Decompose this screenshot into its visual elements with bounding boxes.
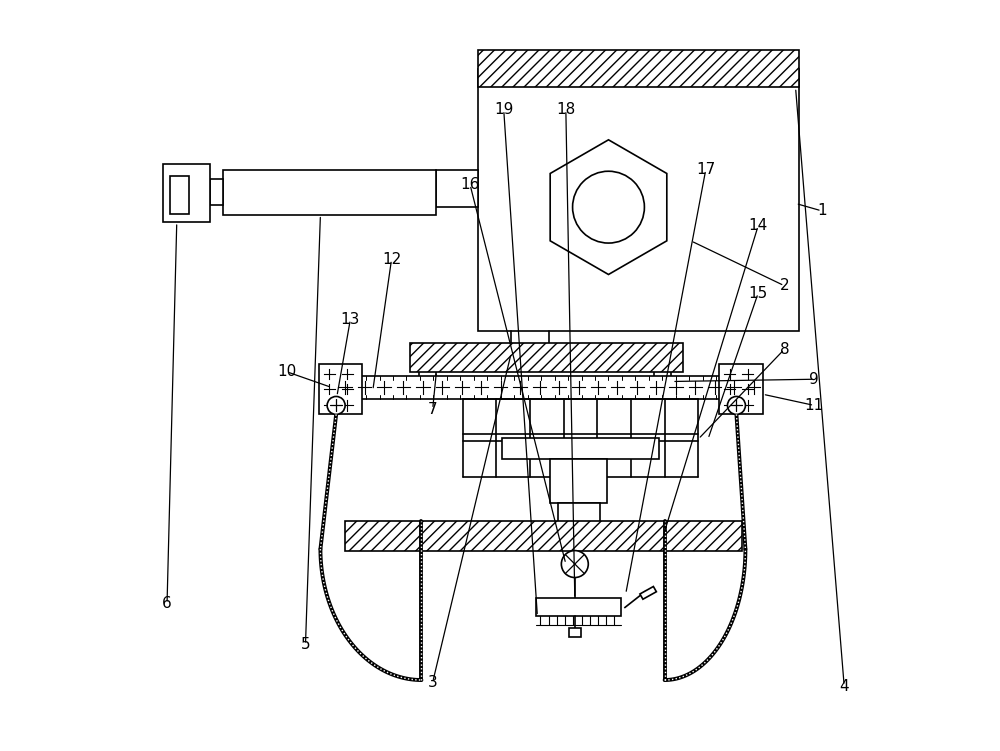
Text: 17: 17 <box>696 162 715 177</box>
Bar <box>436 170 478 207</box>
Bar <box>319 363 362 415</box>
Text: 8: 8 <box>780 342 789 357</box>
Text: 4: 4 <box>839 678 849 693</box>
Text: 7: 7 <box>428 402 437 417</box>
Bar <box>345 521 742 551</box>
Text: 1: 1 <box>817 204 827 219</box>
Bar <box>478 50 799 87</box>
Bar <box>558 502 600 530</box>
Bar <box>210 179 223 205</box>
Bar <box>478 69 799 330</box>
Polygon shape <box>640 587 656 599</box>
Circle shape <box>727 397 745 415</box>
Text: 13: 13 <box>341 312 360 327</box>
Bar <box>502 439 659 460</box>
Text: 18: 18 <box>556 102 575 117</box>
Bar <box>569 629 581 638</box>
Text: 9: 9 <box>809 372 819 387</box>
Text: 16: 16 <box>460 177 480 192</box>
Bar <box>332 376 762 400</box>
Bar <box>550 460 607 502</box>
Text: 14: 14 <box>749 219 768 234</box>
Text: 6: 6 <box>162 596 172 611</box>
Circle shape <box>561 550 588 578</box>
Text: 3: 3 <box>428 674 438 689</box>
Text: 19: 19 <box>494 102 513 117</box>
Bar <box>536 599 621 617</box>
Bar <box>223 170 436 215</box>
Text: 15: 15 <box>749 285 768 300</box>
Text: 2: 2 <box>780 278 789 293</box>
Bar <box>419 369 436 377</box>
Polygon shape <box>550 140 667 274</box>
Bar <box>170 176 189 214</box>
Text: 12: 12 <box>382 252 401 267</box>
Circle shape <box>327 397 345 415</box>
Bar <box>719 363 763 415</box>
Bar <box>422 377 433 391</box>
Circle shape <box>573 171 644 243</box>
Text: 5: 5 <box>301 638 310 653</box>
Bar <box>657 377 668 391</box>
Bar <box>163 164 210 222</box>
Bar <box>410 343 683 372</box>
Text: 11: 11 <box>805 398 824 413</box>
Text: 10: 10 <box>277 364 296 379</box>
Bar <box>654 369 671 377</box>
